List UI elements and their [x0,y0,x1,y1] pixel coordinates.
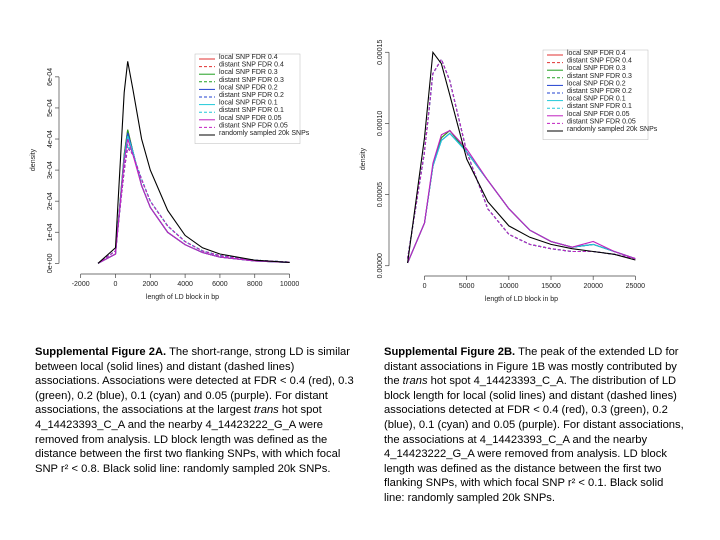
legend-label: local SNP FDR 0.05 [567,111,630,118]
legend-label: local SNP FDR 0.05 [219,115,282,122]
x-tick-label: 10000 [499,283,519,290]
y-tick-label: 5e-04 [47,99,54,117]
legend-label: local SNP FDR 0.2 [219,84,278,91]
x-tick-label: 2000 [143,281,159,288]
caption-emphasis: trans [402,375,428,388]
series-line [407,50,636,263]
series-line [97,61,290,264]
caption-label: Supplemental Figure 2B. [384,346,516,358]
y-tick-label: 3e-04 [47,161,54,179]
legend-label: local SNP FDR 0.3 [567,65,626,72]
x-tick-label: 25000 [626,283,646,290]
legend-label: local SNP FDR 0.3 [219,69,278,76]
legend-label: distant SNP FDR 0.2 [219,92,284,99]
caption-label: Supplemental Figure 2A. [35,346,167,358]
y-axis-label: density [360,147,367,170]
y-tick-label: 0.00010 [377,111,384,136]
legend-box [194,53,301,144]
caption-text: The short-range, strong LD is similar be… [35,346,354,417]
x-tick-label: -2000 [72,281,90,288]
legend-label: distant SNP FDR 0.2 [567,88,632,95]
series-line [407,129,636,264]
y-tick-label: 0.00005 [377,182,384,207]
x-tick-label: 20000 [583,283,603,290]
series-line [97,143,290,264]
legend-label: randomly sampled 20k SNPs [219,130,310,137]
x-tick-label: 5000 [459,283,475,290]
series-line [407,132,636,264]
x-tick-label: 8000 [247,281,263,288]
x-axis-label: length of LD block in bp [485,296,558,303]
legend-label: local SNP FDR 0.4 [567,50,626,57]
y-tick-label: 2e-04 [47,192,54,210]
x-tick-label: 0 [114,281,118,288]
series-line [97,129,290,264]
legend-label: distant SNP FDR 0.3 [219,77,284,84]
y-axis-label: density [30,148,37,171]
caption-emphasis: trans [253,404,279,417]
series-line [407,132,636,264]
caption-text: hot spot 4_14423393_C_A. The distributio… [384,375,684,504]
x-tick-label: 0 [423,283,427,290]
series-line [97,147,290,264]
legend-label: distant SNP FDR 0.3 [567,73,632,80]
y-tick-label: 0e+00 [47,253,54,273]
x-tick-label: 10000 [280,281,300,288]
series-line [97,129,290,264]
x-tick-label: 4000 [177,281,193,288]
y-tick-label: 0.00015 [377,40,384,65]
caption-text: The peak of the extended LD for distant … [384,346,679,388]
legend-label: distant SNP FDR 0.05 [219,122,288,129]
figures: -2000 0 2000 4000 6000 8000 10000 0e+00 1e-04 2e-… [30,40,658,303]
legend-label: local SNP FDR 0.1 [219,100,278,107]
series-line [97,138,290,264]
legend-label: local SNP FDR 0.4 [219,54,278,61]
y-tick-label: 0.00000 [377,253,384,278]
y-tick-label: 6e-04 [47,68,54,86]
legend-label: randomly sampled 20k SNPs [567,126,658,133]
caption: Supplemental Figure 2B. The peak of the … [384,345,684,506]
y-tick-label: 4e-04 [47,130,54,148]
series-line [97,143,290,264]
legend-label: distant SNP FDR 0.4 [567,58,632,65]
y-tick-label: 1e-04 [47,223,54,241]
legend-label: distant SNP FDR 0.4 [219,62,284,69]
caption-text: hot spot 4_14423393_C_A and the nearby 4… [35,404,341,475]
series-line [407,129,636,264]
legend-label: distant SNP FDR 0.1 [567,103,632,110]
series-line [407,129,636,264]
x-tick-label: 6000 [212,281,228,288]
legend-label: distant SNP FDR 0.1 [219,107,284,114]
legend-label: local SNP FDR 0.1 [567,96,626,103]
legend-label: distant SNP FDR 0.05 [567,118,636,125]
x-tick-label: 15000 [541,283,561,290]
series-line [97,143,290,264]
legend-box [542,49,649,140]
legend-label: local SNP FDR 0.2 [567,80,626,87]
x-axis-label: length of LD block in bp [146,294,219,301]
series-line [97,143,290,264]
caption: Supplemental Figure 2A. The short-range,… [35,345,357,476]
